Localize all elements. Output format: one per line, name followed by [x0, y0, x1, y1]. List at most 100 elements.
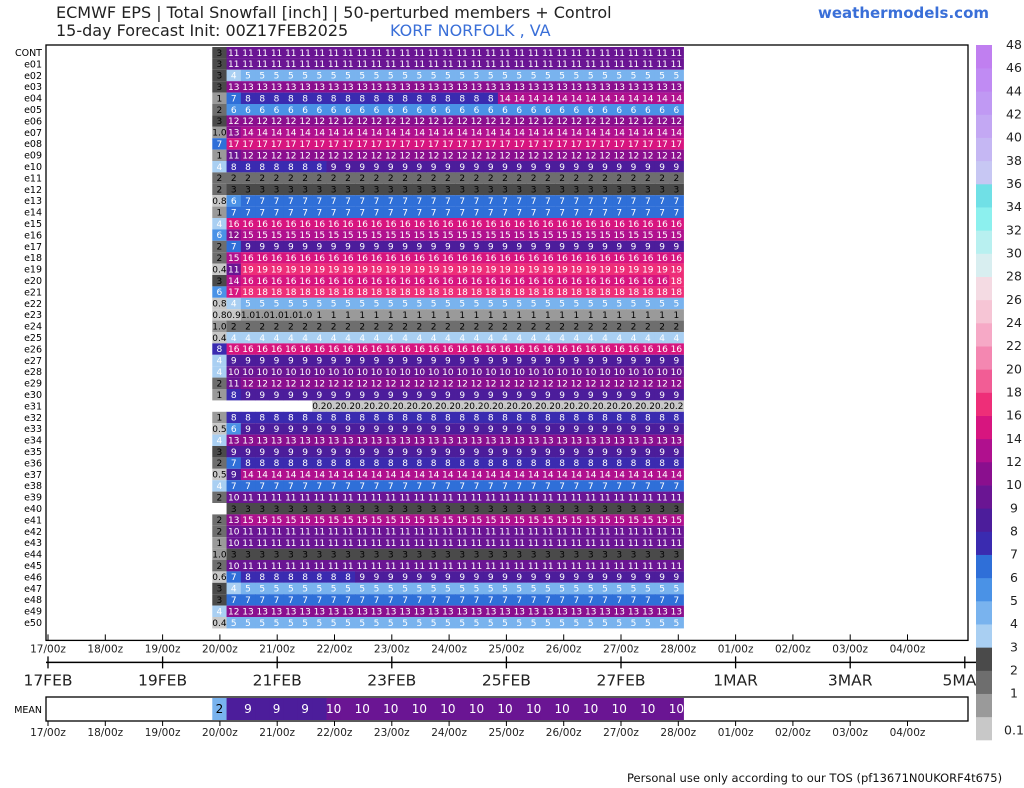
heatmap-cell	[569, 58, 584, 70]
cell-value: 7	[217, 140, 223, 150]
cell-value: 18	[242, 288, 254, 298]
cell-value: 8	[231, 391, 237, 401]
cell-value: 13	[542, 607, 553, 617]
mean-cell	[269, 698, 285, 720]
cell-value: 13	[414, 83, 425, 93]
heatmap-cell	[597, 309, 613, 321]
heatmap-cell	[483, 149, 499, 161]
heatmap-cell	[412, 446, 427, 458]
mean-tick-label: 04/00z	[890, 727, 926, 739]
heatmap-cell	[326, 206, 342, 218]
cell-value: 9	[331, 425, 337, 435]
cell-value: 16	[442, 345, 454, 355]
row-label: e40	[24, 504, 42, 515]
cell-value: 7	[545, 596, 551, 606]
cell-value: 14	[571, 94, 583, 104]
heatmap-cell	[569, 457, 584, 469]
heatmap-cell	[440, 229, 456, 241]
mean-value: 9	[244, 702, 252, 716]
cell-value: 1	[416, 311, 422, 321]
cell-value: 12	[456, 117, 467, 127]
cell-value: 9	[616, 573, 622, 583]
cell-value: 10	[485, 368, 497, 378]
heatmap-cell	[540, 195, 556, 207]
heatmap-cell	[297, 332, 313, 344]
cell-value: 8	[659, 459, 665, 469]
cell-value: 9	[674, 425, 680, 435]
heatmap-cell	[669, 183, 684, 196]
heatmap-cell	[540, 411, 556, 424]
row-label: e20	[24, 276, 42, 287]
heatmap-cell	[369, 263, 385, 275]
heatmap-cell	[226, 560, 242, 572]
row-label: e29	[24, 379, 42, 390]
cell-value: 7	[516, 197, 522, 207]
cell-value: 9	[574, 357, 580, 367]
heatmap-cell	[654, 537, 670, 549]
cell-value: 0.2	[626, 402, 640, 412]
cell-value: 7	[374, 596, 380, 606]
cell-value: 17	[257, 140, 268, 150]
cell-value: 3	[431, 550, 437, 560]
heatmap-cell	[540, 206, 556, 218]
heatmap-cell	[626, 389, 642, 401]
cell-value: 15	[656, 231, 667, 241]
cell-value: 9	[502, 573, 508, 583]
cell-value: 15	[314, 231, 325, 241]
cell-value: 13	[514, 83, 525, 93]
cell-value: 16	[628, 345, 640, 355]
heatmap-cell	[583, 480, 599, 492]
heatmap-cell	[226, 537, 242, 549]
cell-value: 9	[559, 391, 565, 401]
heatmap-cell	[255, 354, 270, 367]
cell-value: 11	[299, 493, 310, 503]
cell-value: 7	[374, 197, 380, 207]
heatmap-cell	[555, 47, 570, 59]
heatmap-cell	[412, 172, 427, 184]
heatmap-cell	[283, 537, 299, 549]
heatmap-cell	[569, 286, 584, 298]
cell-value: 16	[571, 277, 583, 287]
cell-value: 5	[645, 585, 651, 595]
cell-value: 13	[614, 83, 625, 93]
heatmap-cell	[469, 115, 484, 127]
heatmap-cell	[455, 275, 470, 287]
heatmap-cell	[269, 354, 285, 367]
cell-value: 5	[288, 72, 294, 82]
heatmap-cell	[369, 332, 385, 344]
heatmap-cell	[269, 434, 285, 446]
cell-value: 19	[271, 265, 283, 275]
cell-value: 0.2	[541, 402, 555, 412]
heatmap-cell	[555, 104, 570, 116]
heatmap-cell	[526, 514, 542, 526]
cell-value: 16	[671, 345, 683, 355]
cell-value: 12	[257, 117, 268, 127]
heatmap-cell	[526, 457, 542, 469]
heatmap-cell	[283, 548, 299, 560]
cell-value: 14	[356, 129, 368, 139]
cell-value: 14	[614, 94, 626, 104]
cell-value: 2	[217, 243, 223, 253]
cell-value: 13	[528, 607, 539, 617]
cell-value: 5	[359, 619, 365, 629]
cell-value: 9	[359, 357, 365, 367]
cell-value: 9	[659, 573, 665, 583]
heatmap-cell	[383, 446, 399, 458]
heatmap-cell	[369, 571, 385, 583]
heatmap-cell	[483, 423, 499, 435]
heatmap-cell	[626, 548, 642, 560]
heatmap-cell	[440, 389, 456, 401]
cell-value: 7	[488, 482, 494, 492]
cell-value: 9	[274, 243, 280, 253]
cell-value: 12	[499, 379, 510, 389]
cell-value: 9	[288, 425, 294, 435]
heatmap-cell	[626, 354, 642, 367]
cell-value: 8	[388, 94, 394, 104]
heatmap-cell	[455, 149, 470, 161]
cell-value: 9	[645, 163, 651, 173]
cell-value: 9	[245, 243, 251, 253]
cell-value: 0.2	[641, 402, 655, 412]
cell-value: 10	[414, 368, 426, 378]
site-link[interactable]: weathermodels.com	[818, 4, 990, 22]
heatmap-cell	[583, 275, 599, 287]
